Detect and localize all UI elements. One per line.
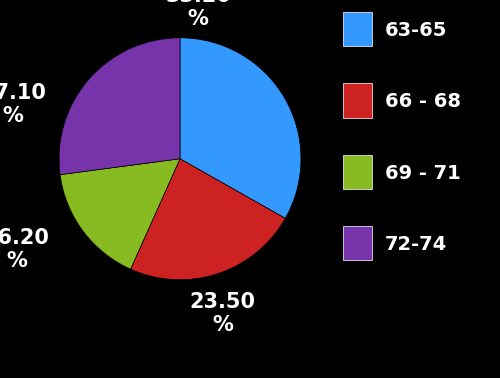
Text: 63-65: 63-65 xyxy=(385,21,447,40)
Wedge shape xyxy=(180,38,301,218)
Wedge shape xyxy=(60,159,180,269)
Text: of the Patients.: of the Patients. xyxy=(5,375,110,378)
Text: 69 - 71: 69 - 71 xyxy=(385,164,460,183)
Text: 23.50
%: 23.50 % xyxy=(190,292,256,335)
Text: 27.10
%: 27.10 % xyxy=(0,83,46,126)
Wedge shape xyxy=(59,38,180,175)
FancyBboxPatch shape xyxy=(343,155,372,189)
FancyBboxPatch shape xyxy=(343,12,372,46)
Text: % Frequency distribution by the age: % Frequency distribution by the age xyxy=(74,334,326,348)
FancyBboxPatch shape xyxy=(343,226,372,260)
Text: Figure 1.: Figure 1. xyxy=(5,334,75,348)
Text: 66 - 68: 66 - 68 xyxy=(385,92,461,111)
Text: 16.20
%: 16.20 % xyxy=(0,228,50,271)
FancyBboxPatch shape xyxy=(343,83,372,118)
Text: 72-74: 72-74 xyxy=(385,235,447,254)
Wedge shape xyxy=(130,159,286,280)
Text: 33.20
%: 33.20 % xyxy=(165,0,231,29)
